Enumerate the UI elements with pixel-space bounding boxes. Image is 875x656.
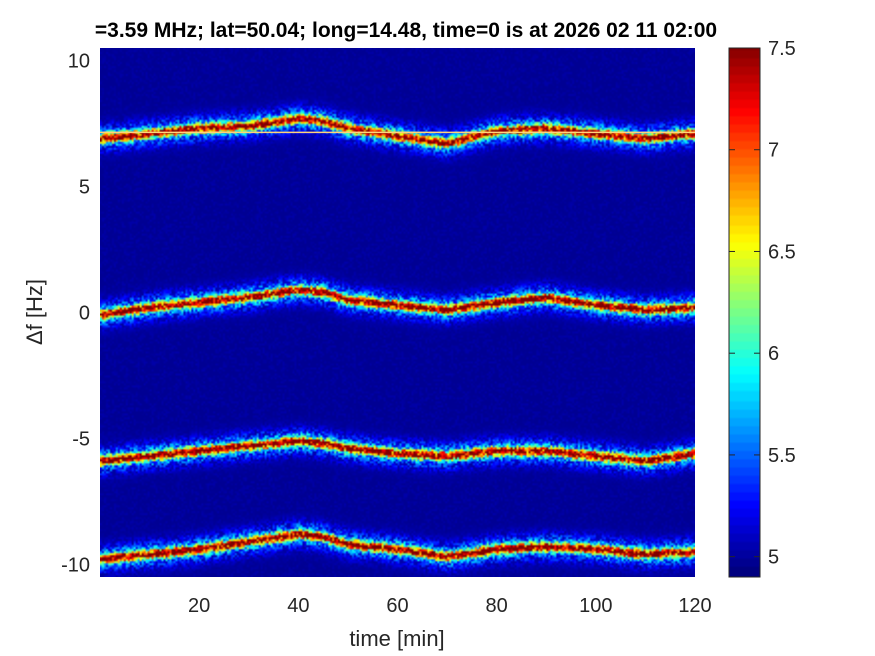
x-tick-label: 80 (486, 595, 508, 617)
colorbar-tick-label: 7.5 (768, 38, 796, 60)
colorbar-gradient (729, 48, 760, 577)
heatmap-image (100, 48, 695, 577)
colorbar-tick-label: 5 (768, 547, 779, 569)
x-tick-label: 120 (678, 595, 711, 617)
y-tick-label: -10 (61, 554, 90, 576)
chart-title: =3.59 MHz; lat=50.04; long=14.48, time=0… (95, 19, 717, 42)
colorbar-frame (728, 47, 761, 578)
y-tick-label: 10 (68, 51, 90, 73)
y-axis-label: Δf [Hz] (22, 279, 47, 345)
x-axis: 20 40 60 80 100 120 (188, 595, 712, 617)
colorbar-tick-label: 7 (768, 140, 779, 162)
y-tick-label: 0 (79, 303, 90, 325)
x-tick-label: 20 (188, 595, 210, 617)
plot-area (100, 48, 695, 577)
colorbar: 5 5.5 6 6.5 7 7.5 (728, 38, 796, 578)
y-axis: -10 -5 0 5 10 (61, 51, 90, 577)
y-tick-label: 5 (79, 177, 90, 199)
x-axis-label: time [min] (349, 626, 444, 651)
colorbar-ticks: 5 5.5 6 6.5 7 7.5 (729, 38, 796, 569)
x-tick-label: 100 (579, 595, 612, 617)
x-tick-label: 40 (287, 595, 309, 617)
colorbar-tick-label: 6.5 (768, 241, 796, 263)
colorbar-tick-label: 6 (768, 343, 779, 365)
colorbar-tick-label: 5.5 (768, 445, 796, 467)
x-tick-label: 60 (386, 595, 408, 617)
y-tick-label: -5 (72, 428, 90, 450)
